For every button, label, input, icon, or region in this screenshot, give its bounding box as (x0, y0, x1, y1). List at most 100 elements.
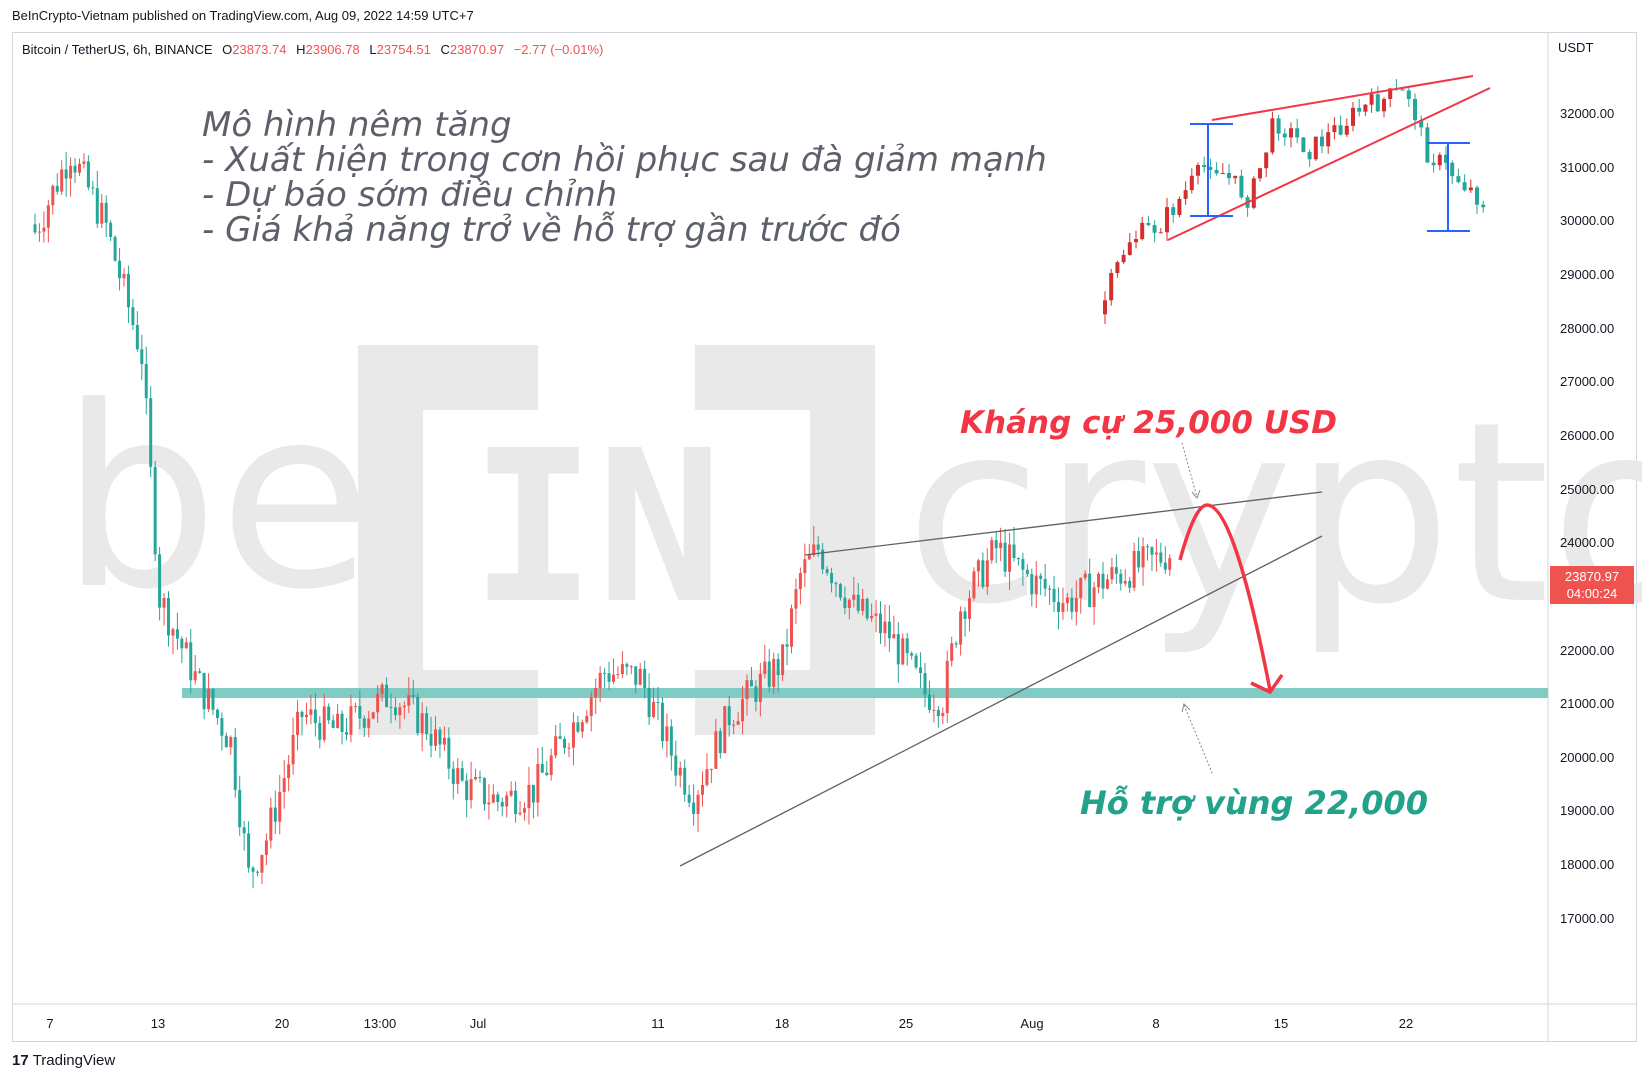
time-axis-label: Jul (469, 1016, 487, 1031)
candle-body (269, 807, 273, 841)
candle-body (887, 621, 891, 639)
candle-body (643, 668, 647, 689)
low-value: 23754.51 (376, 42, 431, 57)
candle-body (616, 674, 620, 676)
symbol-ohlc-line[interactable]: Bitcoin / TetherUS, 6h, BINANCE O23873.7… (22, 42, 603, 57)
candle-body (567, 747, 571, 749)
candle-body (932, 709, 936, 711)
candle-body (758, 673, 762, 702)
candle-body (73, 165, 77, 173)
candle-body (554, 736, 558, 756)
candle-body (749, 680, 753, 687)
candle-body (968, 598, 971, 619)
price-axis-label: 30000.00 (1560, 213, 1615, 229)
candle-body (91, 187, 95, 189)
candle-body (1239, 175, 1244, 198)
last-price-tag: 23870.97 04:00:24 (1550, 566, 1634, 604)
candle-body (994, 540, 998, 549)
candle-body (732, 724, 736, 726)
candle-body (340, 713, 344, 733)
candle-body (69, 165, 73, 179)
watermark-bracket-right-bottom (695, 670, 875, 735)
tradingview-footer[interactable]: 17 TradingView (12, 1052, 115, 1069)
candle-body (118, 260, 122, 279)
candle-body (385, 684, 389, 707)
candle-body (1214, 169, 1219, 174)
price-axis-label: 28000.00 (1560, 320, 1615, 336)
candle-body (1431, 162, 1436, 166)
candle-body (1400, 89, 1405, 91)
candle-body (914, 655, 918, 668)
candle-body (1307, 152, 1312, 160)
currency-label[interactable]: USDT (1558, 40, 1594, 55)
candle-body (1141, 546, 1145, 568)
candle-body (1110, 567, 1114, 580)
annotation-line: - Giá khả năng trở về hỗ trợ gần trước đ… (202, 210, 901, 250)
candle-body (425, 713, 429, 735)
resistance-label: Kháng cự 25,000 USD (960, 405, 1337, 441)
candle-body (620, 664, 624, 675)
candle-body (825, 569, 829, 573)
candle-body (1202, 165, 1207, 168)
candle-body (603, 672, 607, 674)
candle-body (402, 705, 406, 708)
candle-body (224, 735, 228, 748)
candle-body (1115, 262, 1120, 273)
inset-candles (1103, 78, 1486, 324)
candle-body (1043, 578, 1047, 589)
candle-body (1382, 98, 1386, 112)
annotation-line: Mô hình nêm tăng (202, 105, 512, 145)
watermark-be: be (60, 353, 373, 644)
candle-body (692, 802, 696, 814)
bar-countdown: 04:00:24 (1566, 586, 1618, 601)
candle-body (171, 629, 175, 636)
tradingview-logo-icon: 17 (12, 1052, 29, 1069)
candle-body (1021, 559, 1025, 570)
time-axis-label: 7 (46, 1016, 54, 1031)
chart-frame[interactable] (12, 32, 1637, 1042)
candle-body (313, 709, 317, 724)
time-axis-label: 13 (150, 1016, 166, 1031)
candle-body (1437, 154, 1442, 166)
candle-body (1121, 254, 1126, 263)
candle-body (474, 776, 478, 780)
candle-body (558, 736, 562, 739)
candle-body (1332, 125, 1337, 133)
rising-wedge[interactable] (679, 491, 1323, 867)
candle-body (180, 638, 184, 649)
candle-body (309, 709, 313, 715)
open-value: 23873.74 (232, 42, 287, 57)
candle-body (1163, 562, 1167, 570)
candle-body (945, 660, 949, 714)
candle-body (1070, 597, 1074, 612)
candle-body (1105, 579, 1109, 589)
candle-body (879, 613, 882, 634)
support-zone-band[interactable] (182, 688, 1548, 698)
candle-body (153, 466, 157, 555)
candle-body (1012, 544, 1016, 559)
candle-body (1344, 125, 1349, 135)
candle-body (491, 794, 495, 803)
candle-body (963, 611, 967, 619)
candle-body (923, 673, 927, 695)
candle-body (37, 231, 41, 233)
candle-body (1159, 552, 1163, 563)
candle-body (656, 701, 660, 703)
candle-body (545, 772, 549, 776)
candle-body (251, 867, 255, 872)
candle-body (1039, 575, 1043, 579)
candle-body (304, 714, 308, 718)
candle-body (843, 597, 847, 609)
candle-body (358, 706, 362, 719)
candle-body (910, 653, 914, 656)
candle-body (674, 755, 678, 776)
candle-body (901, 638, 905, 665)
candle-body (576, 722, 580, 732)
candle-body (607, 673, 611, 682)
candle-body (482, 778, 486, 805)
candle-body (1057, 601, 1060, 612)
candle-body (451, 768, 455, 784)
candle-body (852, 594, 856, 600)
candle-body (1419, 120, 1424, 128)
